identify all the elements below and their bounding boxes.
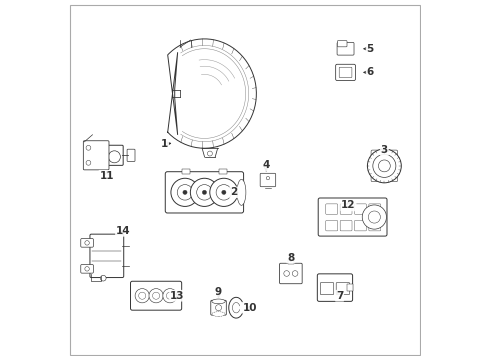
FancyBboxPatch shape: [340, 204, 352, 214]
FancyBboxPatch shape: [165, 172, 244, 213]
Circle shape: [378, 160, 390, 172]
Text: 11: 11: [99, 171, 114, 181]
FancyBboxPatch shape: [90, 234, 123, 278]
FancyBboxPatch shape: [81, 239, 94, 247]
FancyBboxPatch shape: [280, 263, 302, 284]
Circle shape: [362, 205, 387, 229]
Circle shape: [171, 178, 199, 206]
Circle shape: [202, 190, 207, 194]
Circle shape: [135, 289, 149, 303]
Circle shape: [86, 145, 91, 150]
Circle shape: [190, 178, 219, 206]
Circle shape: [149, 289, 163, 303]
Bar: [347, 284, 353, 291]
Ellipse shape: [212, 312, 225, 316]
Ellipse shape: [212, 299, 225, 304]
Circle shape: [163, 289, 177, 303]
Ellipse shape: [237, 179, 246, 205]
Circle shape: [368, 149, 401, 183]
Circle shape: [373, 154, 396, 177]
FancyBboxPatch shape: [318, 274, 353, 301]
FancyBboxPatch shape: [318, 198, 387, 236]
Text: 12: 12: [341, 201, 356, 210]
Circle shape: [210, 178, 238, 206]
Circle shape: [216, 305, 221, 311]
Text: 4: 4: [263, 160, 270, 170]
FancyBboxPatch shape: [340, 220, 352, 231]
Circle shape: [196, 185, 212, 200]
Text: 3: 3: [381, 145, 388, 155]
Circle shape: [368, 211, 380, 223]
Circle shape: [100, 275, 106, 281]
Circle shape: [177, 185, 193, 200]
Circle shape: [85, 240, 89, 245]
Circle shape: [216, 185, 232, 200]
Circle shape: [108, 151, 121, 163]
FancyBboxPatch shape: [371, 150, 397, 182]
Text: 5: 5: [367, 44, 374, 54]
Circle shape: [292, 271, 298, 276]
Circle shape: [152, 292, 160, 299]
FancyBboxPatch shape: [339, 67, 352, 77]
Circle shape: [266, 176, 270, 180]
Bar: [182, 169, 190, 174]
Text: 10: 10: [243, 303, 257, 313]
FancyBboxPatch shape: [260, 173, 276, 187]
FancyBboxPatch shape: [320, 283, 334, 294]
FancyBboxPatch shape: [337, 42, 354, 55]
Text: 1: 1: [161, 139, 168, 149]
Circle shape: [139, 292, 146, 299]
FancyBboxPatch shape: [354, 220, 367, 231]
Circle shape: [222, 190, 226, 194]
FancyBboxPatch shape: [336, 283, 349, 294]
Circle shape: [167, 292, 173, 299]
Text: 6: 6: [367, 67, 374, 77]
Bar: [219, 169, 227, 174]
FancyBboxPatch shape: [369, 220, 381, 231]
FancyBboxPatch shape: [211, 300, 226, 315]
FancyBboxPatch shape: [106, 145, 123, 165]
Text: 2: 2: [230, 187, 237, 197]
Bar: [288, 260, 294, 264]
Circle shape: [207, 151, 212, 156]
FancyBboxPatch shape: [127, 149, 135, 161]
Text: 9: 9: [215, 287, 222, 297]
FancyBboxPatch shape: [369, 204, 381, 214]
FancyBboxPatch shape: [338, 41, 347, 47]
FancyBboxPatch shape: [326, 204, 338, 214]
FancyBboxPatch shape: [130, 281, 182, 310]
Text: 8: 8: [287, 253, 294, 262]
FancyBboxPatch shape: [326, 220, 338, 231]
Text: 7: 7: [336, 291, 343, 301]
FancyBboxPatch shape: [354, 204, 367, 214]
FancyBboxPatch shape: [81, 265, 94, 273]
Circle shape: [86, 161, 91, 165]
Circle shape: [183, 190, 187, 194]
Text: 13: 13: [170, 291, 185, 301]
Text: 14: 14: [116, 226, 131, 236]
FancyBboxPatch shape: [83, 141, 109, 170]
Circle shape: [284, 271, 290, 276]
Circle shape: [85, 267, 89, 271]
FancyBboxPatch shape: [336, 64, 355, 81]
